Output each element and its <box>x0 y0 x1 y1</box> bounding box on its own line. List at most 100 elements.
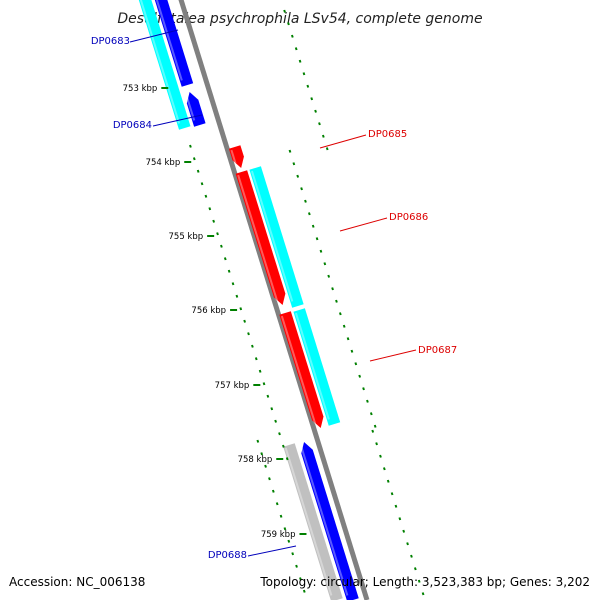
left-dotted-ruler-dot <box>196 169 200 173</box>
left-dotted-ruler-dot <box>223 257 227 261</box>
left-dotted-ruler-lower-dot <box>256 439 260 443</box>
label-dp0688: DP0688 <box>208 550 247 561</box>
grey-track-dp0688 <box>283 443 343 600</box>
leader-dp0688 <box>247 545 297 557</box>
right-dotted-ruler-lower-dot <box>417 579 421 583</box>
left-dotted-ruler-dot <box>247 332 250 336</box>
leader-dp0683 <box>129 29 179 43</box>
left-dotted-ruler-dot <box>216 232 219 236</box>
backbone-line <box>178 0 370 600</box>
right-dotted-ruler-mid-dot <box>331 287 334 291</box>
right-dotted-ruler-mid-dot <box>288 149 292 153</box>
gene-dp0684 <box>185 92 206 127</box>
right-dotted-ruler-upper <box>283 9 329 151</box>
tick-layer <box>161 9 425 596</box>
label-dp0683: DP0683 <box>91 36 130 47</box>
left-dotted-ruler-lower-dot <box>295 564 298 568</box>
right-dotted-ruler-lower-dot <box>390 492 394 496</box>
right-dotted-ruler-mid-dot <box>335 299 338 303</box>
genome-title: Desulfotalea psychrophila LSv54, complet… <box>117 11 482 27</box>
left-dotted-ruler-lower-dot <box>264 464 267 468</box>
right-dotted-ruler-mid-dot <box>346 337 350 341</box>
right-dotted-ruler-mid-dot <box>342 324 346 328</box>
gene-dp0687 <box>279 311 324 428</box>
grey-track-dp0688-highlight <box>284 447 333 596</box>
tick-label-1: 754 kbp <box>146 158 181 168</box>
cyan-track-dp0687-shape <box>293 308 341 426</box>
left-dotted-ruler-dot <box>235 294 239 298</box>
left-dotted-ruler-dot <box>274 419 277 423</box>
left-dotted-ruler-dot <box>266 394 270 398</box>
gene-dp0687-highlight <box>280 315 317 424</box>
right-dotted-ruler-mid-dot <box>338 312 342 316</box>
left-dotted-ruler-lower-dot <box>299 577 302 581</box>
leader-dp0684 <box>152 114 203 127</box>
tick-label-0: 753 kbp <box>123 84 158 94</box>
left-dotted-ruler-dot <box>270 407 274 411</box>
gene-dp0686 <box>235 170 286 306</box>
gene-dp0683 <box>152 0 194 87</box>
gene-dp0688-shape <box>301 442 359 600</box>
right-dotted-ruler-mid-dot <box>300 187 303 191</box>
right-dotted-ruler-lower-dot <box>406 542 409 546</box>
right-dotted-ruler-upper-dot <box>287 22 290 26</box>
label-dp0685: DP0685 <box>368 129 407 140</box>
cyan-track-dp0687-highlight <box>294 312 330 420</box>
left-dotted-ruler-dot <box>243 319 246 323</box>
right-dotted-ruler-mid-dot <box>366 399 369 403</box>
left-dotted-ruler-dot <box>212 219 216 223</box>
tick-label-2: 755 kbp <box>169 232 204 242</box>
gene-dp0685 <box>228 145 244 169</box>
gene-dp0684-highlight <box>185 94 196 121</box>
right-dotted-ruler-upper-dot <box>302 72 306 76</box>
left-dotted-ruler-lower-dot <box>287 539 291 543</box>
tick-label-3: 756 kbp <box>191 306 226 316</box>
right-dotted-ruler-mid-dot <box>350 349 354 353</box>
left-dotted-ruler-dot <box>200 182 204 186</box>
tick-label-5: 758 kbp <box>238 455 273 465</box>
right-dotted-ruler-mid-dot <box>296 174 300 178</box>
right-dotted-ruler-lower-dot <box>371 429 375 433</box>
label-layer: 753 kbp 754 kbp 755 kbp 756 kbp 757 kbp 758 k… <box>91 29 457 561</box>
right-dotted-ruler-mid-dot <box>292 162 296 166</box>
right-dotted-ruler-upper-dot <box>283 9 286 13</box>
right-dotted-ruler-mid-dot <box>307 212 311 216</box>
right-dotted-ruler-lower-dot <box>413 567 417 571</box>
gene-dp0686-highlight <box>237 174 278 301</box>
left-dotted-ruler-dot <box>220 244 223 248</box>
genome-summary-text: Topology: circular; Length: 3,523,383 bp… <box>259 575 590 589</box>
gene-dp0688-highlight <box>299 444 349 596</box>
left-dotted-ruler-dot <box>262 382 266 386</box>
gene-dp0688 <box>299 442 359 600</box>
right-dotted-ruler-lower <box>371 429 425 596</box>
left-dotted-ruler-dot <box>204 194 208 198</box>
left-dotted-ruler-lower-dot <box>279 514 283 518</box>
label-dp0686: DP0686 <box>389 212 428 223</box>
gene-dp0685-shape <box>228 145 244 169</box>
right-dotted-ruler-mid-dot <box>354 362 358 366</box>
cyan-track-dp0683-highlight <box>137 0 181 124</box>
left-dotted-ruler-dot <box>254 357 258 361</box>
left-dotted-ruler-dot <box>239 307 243 311</box>
right-dotted-ruler-upper-dot <box>325 147 329 151</box>
right-dotted-ruler-mid-dot <box>319 249 323 253</box>
left-dotted-ruler-dot <box>282 444 285 448</box>
right-dotted-ruler-mid-dot <box>323 262 327 266</box>
tick-label-4: 757 kbp <box>215 381 250 391</box>
left-dotted-ruler-dot <box>192 157 196 161</box>
right-dotted-ruler-mid-dot <box>311 224 315 228</box>
right-dotted-ruler-lower-dot <box>375 442 378 446</box>
cyan-track-dp0686 <box>249 166 304 308</box>
right-dotted-ruler-upper-dot <box>298 59 302 63</box>
left-dotted-ruler-lower <box>256 439 306 593</box>
left-dotted-ruler <box>189 144 289 461</box>
left-dotted-ruler-dot <box>227 269 231 273</box>
left-dotted-ruler-lower-dot <box>283 527 287 531</box>
left-dotted-ruler-dot <box>251 344 254 348</box>
cyan-track-dp0686-shape <box>249 166 304 308</box>
right-dotted-ruler-upper-dot <box>290 34 294 38</box>
gene-dp0687-shape <box>279 311 324 428</box>
right-dotted-ruler-mid-dot <box>304 199 307 203</box>
label-dp0687: DP0687 <box>418 345 457 356</box>
